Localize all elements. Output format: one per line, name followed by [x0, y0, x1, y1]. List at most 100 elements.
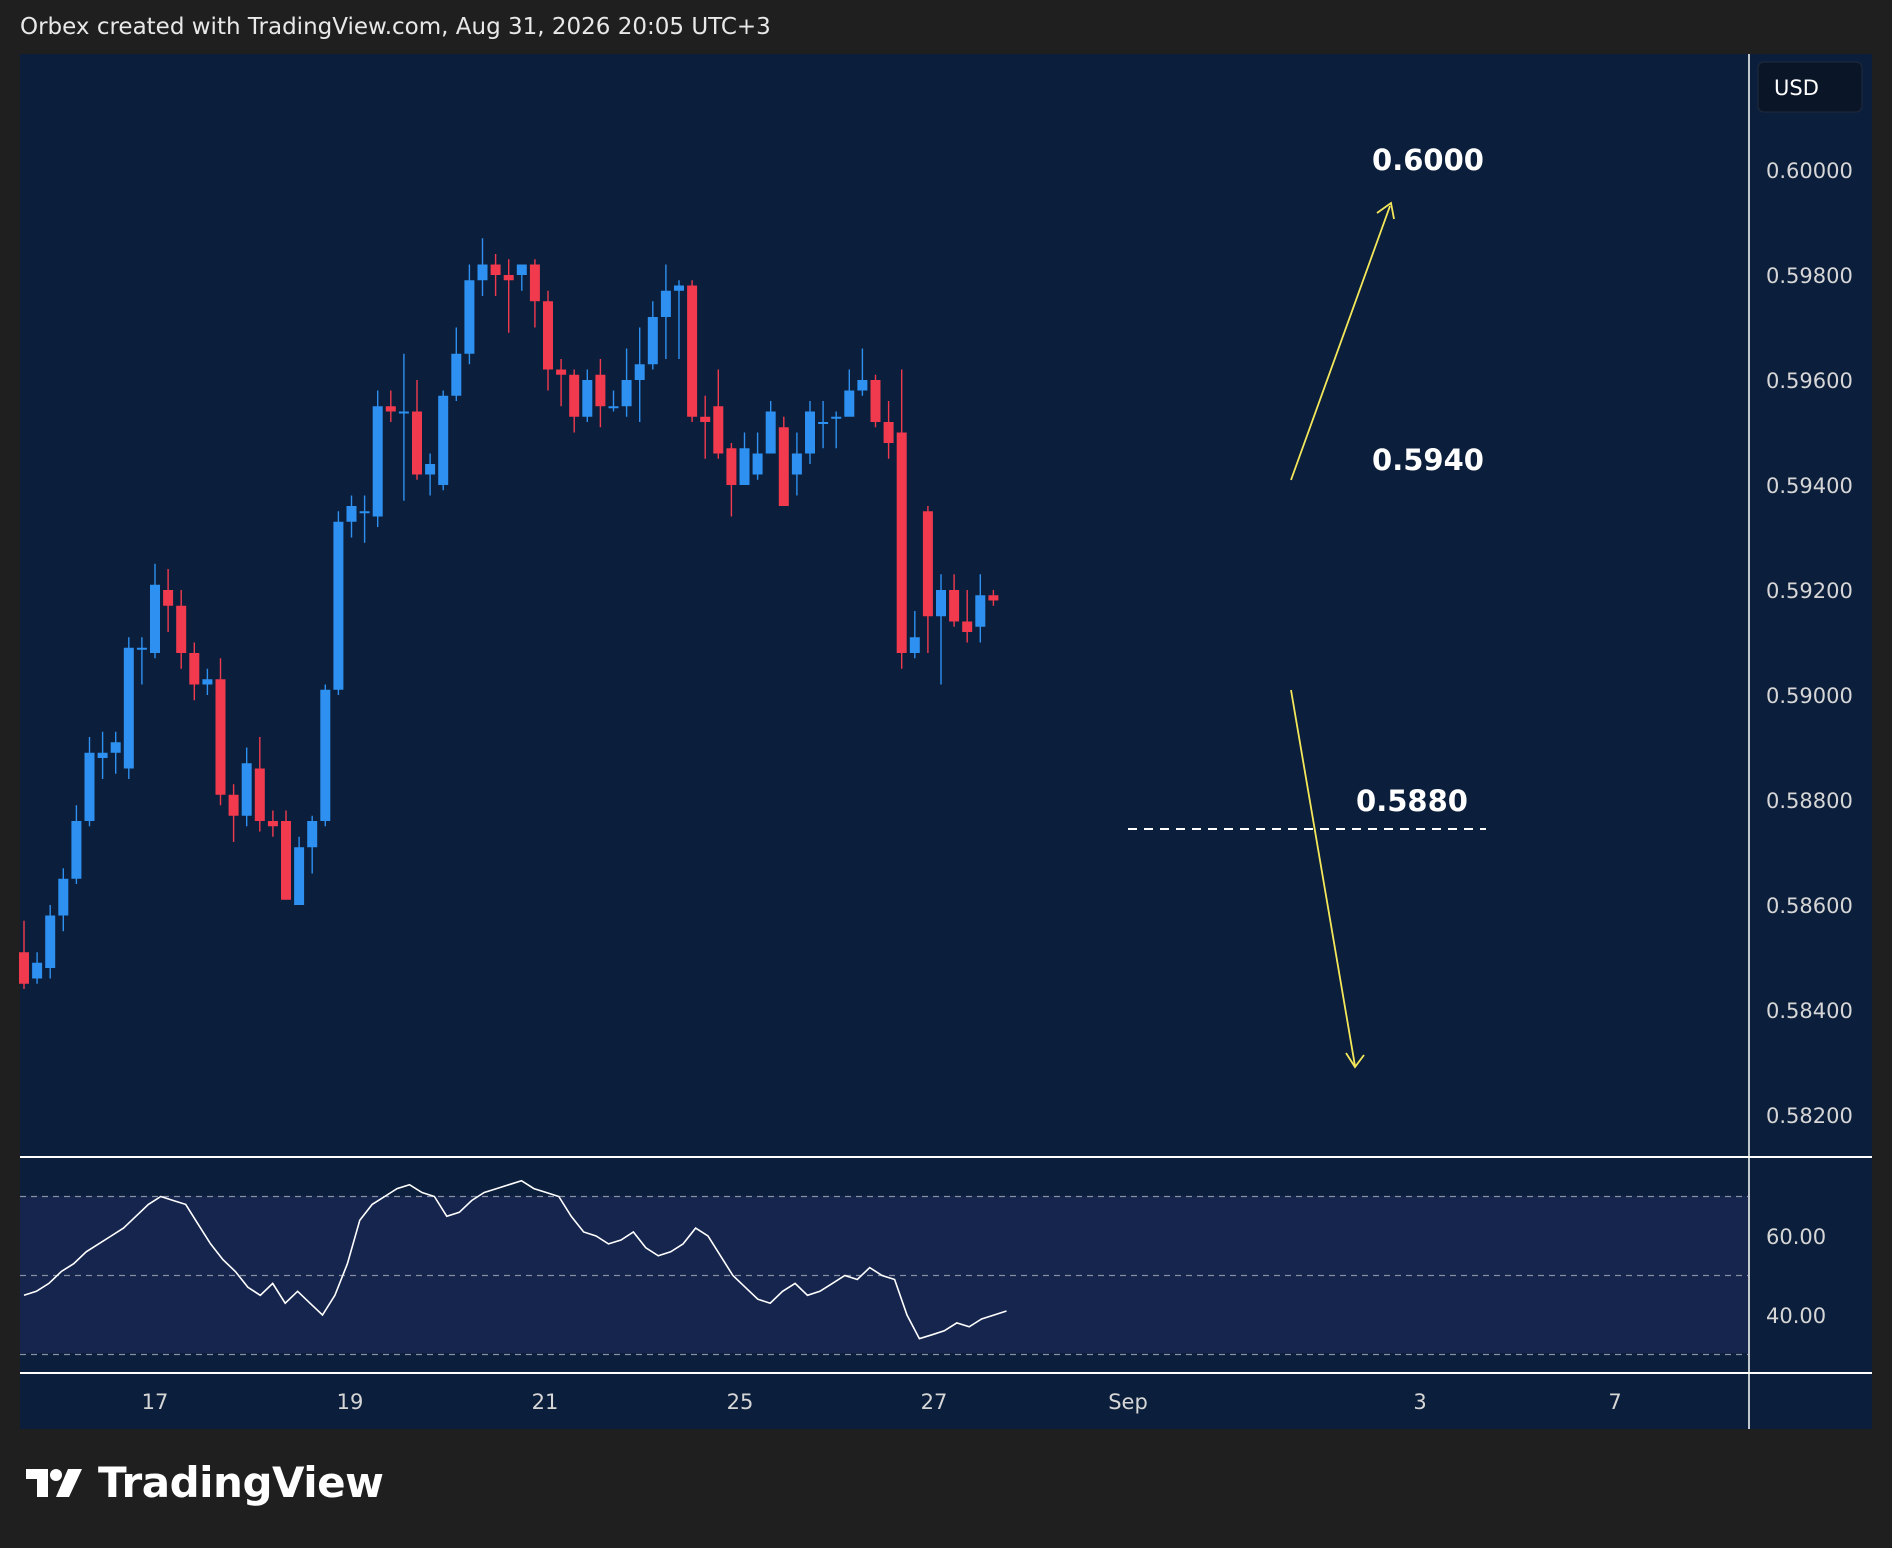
candle: [412, 380, 422, 480]
candle: [346, 495, 357, 538]
candle: [45, 905, 56, 979]
candle-body: [150, 584, 160, 653]
candle: [333, 511, 344, 695]
price-tick-label: 0.60000: [1766, 159, 1853, 183]
price-tick-label: 0.59200: [1766, 579, 1853, 603]
candle-body: [398, 411, 409, 414]
candle: [687, 280, 698, 422]
candle: [189, 642, 200, 701]
candle: [477, 238, 488, 296]
candle-body: [805, 411, 815, 454]
candle: [464, 264, 475, 365]
candle: [438, 390, 449, 491]
down-arrowhead: [1345, 1052, 1365, 1069]
candle: [123, 637, 134, 779]
candle: [988, 590, 999, 606]
candle-body: [267, 821, 278, 827]
candle-body: [752, 453, 763, 475]
candle: [254, 737, 265, 832]
candle-body: [962, 621, 973, 632]
candle-body: [713, 406, 724, 454]
candle: [425, 453, 436, 496]
candle-body: [254, 768, 265, 821]
price-tick-label: 0.58200: [1766, 1104, 1853, 1128]
candle-body: [844, 390, 855, 417]
candle-body: [84, 752, 95, 821]
candle-body: [385, 406, 396, 412]
tradingview-logo-icon: [26, 1468, 82, 1497]
candle: [752, 432, 763, 480]
candle: [267, 810, 278, 837]
candle: [883, 401, 894, 459]
candle-body: [215, 679, 226, 795]
candle-body: [778, 427, 789, 506]
candle-body: [595, 374, 606, 407]
candle-body: [176, 605, 187, 653]
candle-body: [320, 689, 331, 821]
candle-body: [870, 380, 881, 422]
candle-body: [818, 422, 829, 424]
candle: [241, 747, 252, 827]
price-pane-background: [20, 54, 1748, 1156]
candle-body: [58, 878, 69, 916]
tradingview-logo-text: TradingView: [98, 1458, 384, 1507]
time-tick-label: 27: [921, 1390, 948, 1414]
candle-body: [975, 595, 986, 627]
candle-body: [988, 595, 999, 601]
right-axis-background: [1748, 54, 1872, 1429]
oscillator-axis: 60.00 40.00: [1766, 1225, 1826, 1328]
candle: [228, 784, 239, 842]
candle: [674, 280, 684, 359]
candle-body: [569, 374, 580, 417]
candle-body: [674, 285, 684, 291]
candle-body: [490, 264, 501, 275]
candle-body: [582, 380, 593, 417]
candle-body: [451, 353, 462, 396]
candle: [110, 731, 121, 774]
candle: [647, 301, 658, 370]
price-tick-label: 0.58600: [1766, 894, 1853, 918]
currency-badge[interactable]: USD: [1757, 61, 1863, 113]
candle-body: [556, 369, 567, 375]
candle: [595, 359, 606, 428]
candle: [791, 432, 802, 496]
candle-body: [503, 275, 514, 281]
candle: [936, 574, 946, 685]
candle-body: [857, 380, 868, 391]
candle: [176, 590, 187, 669]
oscillator-band: [20, 1196, 1748, 1353]
candle: [922, 506, 933, 653]
level-label: 0.5880: [1356, 784, 1468, 818]
candle: [97, 731, 108, 779]
candle: [58, 868, 69, 932]
candle-body: [726, 448, 737, 485]
time-tick-label: 7: [1608, 1390, 1621, 1414]
price-tick-label: 0.58800: [1766, 789, 1853, 813]
candle: [660, 264, 671, 359]
price-tick-label: 0.59600: [1766, 369, 1853, 393]
oscillator-line-group: [23, 1179, 1007, 1340]
tradingview-logo[interactable]: TradingView: [24, 1458, 384, 1507]
candle: [215, 658, 226, 806]
candle: [778, 416, 789, 506]
candle-body: [529, 264, 540, 302]
price-tick-label: 0.59000: [1766, 684, 1853, 708]
candle: [32, 952, 43, 984]
candle-body: [739, 448, 750, 485]
up-arrowhead: [1376, 201, 1395, 220]
candle-body: [281, 821, 291, 900]
candle: [19, 920, 29, 989]
level-label: 0.6000: [1372, 143, 1484, 177]
candle: [503, 259, 514, 333]
candle-body: [333, 521, 344, 690]
candle-body: [412, 411, 422, 475]
candle-body: [45, 915, 56, 968]
candle: [516, 264, 527, 291]
price-tick-label: 0.58400: [1766, 999, 1853, 1023]
price-tick-label: 0.59400: [1766, 474, 1853, 498]
candle-body: [464, 280, 475, 354]
candle-body: [163, 590, 174, 606]
candle: [320, 684, 331, 827]
candle: [765, 401, 776, 454]
